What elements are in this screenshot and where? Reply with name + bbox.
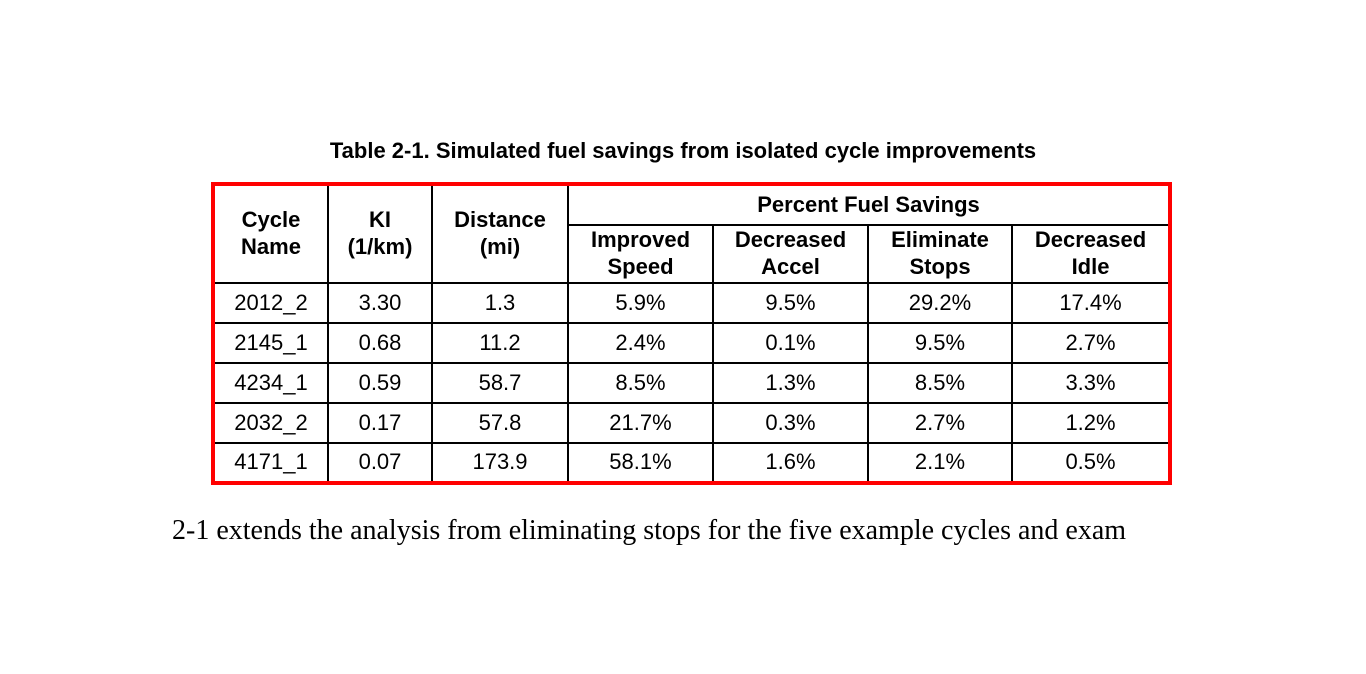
header-ki: KI (1/km): [327, 183, 433, 284]
table-row: 2032_2 0.17 57.8 21.7% 0.3% 2.7% 1.2%: [212, 402, 1172, 444]
cell-decreased-accel: 0.3%: [712, 402, 869, 444]
header-row-sub: Improved Speed Decreased Accel Eliminate…: [213, 224, 1172, 284]
header-distance: Distance (mi): [431, 183, 569, 284]
cell-decreased-accel: 1.6%: [712, 442, 869, 484]
cell-eliminate-stops: 2.7%: [867, 402, 1013, 444]
cell-ki: 0.07: [327, 442, 433, 484]
header-improved-speed: Improved Speed: [567, 224, 714, 284]
cell-ki: 0.68: [327, 322, 433, 364]
header-percent-fuel-savings: Percent Fuel Savings: [566, 183, 1172, 226]
cell-cycle-name: 4171_1: [212, 442, 329, 484]
cell-ki: 0.59: [327, 362, 433, 404]
fuel-savings-table: Cycle Name KI (1/km) Distance (mi) Perce…: [211, 182, 1173, 485]
cell-eliminate-stops: 2.1%: [867, 442, 1013, 484]
cell-decreased-accel: 1.3%: [712, 362, 869, 404]
cell-improved-speed: 2.4%: [567, 322, 714, 364]
cell-cycle-name: 2145_1: [212, 322, 329, 364]
cell-decreased-idle: 0.5%: [1010, 442, 1172, 484]
header-decreased-accel: Decreased Accel: [712, 224, 869, 284]
table-caption: Table 2-1. Simulated fuel savings from i…: [329, 138, 1037, 163]
table-row: 4171_1 0.07 173.9 58.1% 1.6% 2.1% 0.5%: [212, 442, 1172, 484]
cell-cycle-name: 2012_2: [212, 282, 329, 324]
cell-distance: 58.7: [431, 362, 569, 404]
cell-eliminate-stops: 8.5%: [867, 362, 1013, 404]
table-row: 2012_2 3.30 1.3 5.9% 9.5% 29.2% 17.4%: [212, 282, 1172, 324]
cell-decreased-accel: 0.1%: [712, 322, 869, 364]
cell-eliminate-stops: 9.5%: [867, 322, 1013, 364]
cell-ki: 3.30: [327, 282, 433, 324]
table-row: 4234_1 0.59 58.7 8.5% 1.3% 8.5% 3.3%: [212, 362, 1172, 404]
cell-distance: 1.3: [431, 282, 569, 324]
cell-cycle-name: 2032_2: [212, 402, 329, 444]
cell-distance: 57.8: [431, 402, 569, 444]
header-decreased-idle: Decreased Idle: [1010, 224, 1172, 284]
cell-decreased-idle: 17.4%: [1010, 282, 1172, 324]
cell-improved-speed: 21.7%: [567, 402, 714, 444]
cell-decreased-idle: 1.2%: [1010, 402, 1172, 444]
cell-decreased-idle: 2.7%: [1010, 322, 1172, 364]
cell-improved-speed: 5.9%: [567, 282, 714, 324]
cell-decreased-accel: 9.5%: [712, 282, 869, 324]
cell-cycle-name: 4234_1: [212, 362, 329, 404]
cell-ki: 0.17: [327, 402, 433, 444]
cell-improved-speed: 58.1%: [567, 442, 714, 484]
header-row-group: Cycle Name KI (1/km) Distance (mi) Perce…: [212, 183, 1172, 284]
cell-eliminate-stops: 29.2%: [867, 282, 1013, 324]
table-row: 2145_1 0.68 11.2 2.4% 0.1% 9.5% 2.7%: [212, 322, 1172, 364]
cell-distance: 173.9: [431, 442, 569, 484]
cell-decreased-idle: 3.3%: [1010, 362, 1172, 404]
body-paragraph: 2-1 extends the analysis from eliminatin…: [172, 515, 1127, 546]
cell-improved-speed: 8.5%: [567, 362, 714, 404]
header-eliminate-stops: Eliminate Stops: [867, 224, 1013, 284]
header-cycle-name: Cycle Name: [212, 183, 329, 284]
cell-distance: 11.2: [431, 322, 569, 364]
